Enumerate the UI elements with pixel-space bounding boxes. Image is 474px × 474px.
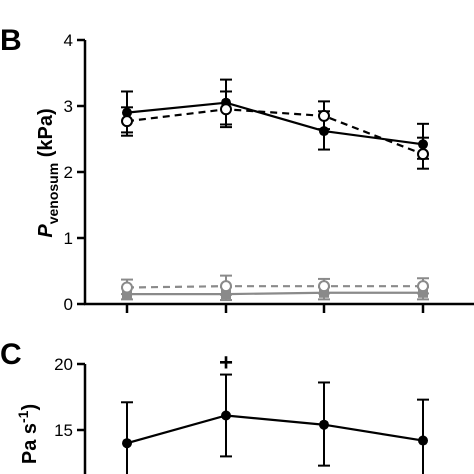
b-series-1 <box>121 90 429 170</box>
b-series-1-line <box>126 108 424 156</box>
y-axis-label-b: Pvenosum (kPa) <box>35 108 61 237</box>
b-series-1-point-0 <box>121 115 133 128</box>
b-ytick-label-2: 2 <box>64 163 73 182</box>
b-ytick-label-0: 0 <box>64 295 73 314</box>
b-series-3-point-3 <box>417 280 429 293</box>
b-series-0 <box>121 78 429 160</box>
b-series-3 <box>121 274 429 296</box>
c-series-0-point-2 <box>319 419 329 430</box>
series-group-c <box>121 373 429 474</box>
b-series-2-line <box>127 291 423 296</box>
y-axis-label-c: Pa s-1) <box>15 404 41 464</box>
b-series-2 <box>121 285 429 302</box>
panel-b: B Pvenosum (kPa) 0 1 2 3 4 <box>0 24 474 314</box>
y-axis-label-c-close: ) <box>19 404 41 411</box>
y-axis-label-symbol: P <box>35 224 57 238</box>
b-series-3-line <box>126 285 423 289</box>
x-ticks-b <box>125 304 425 313</box>
c-series-0-line <box>126 414 424 445</box>
panel-label-c: C <box>0 338 22 371</box>
b-ytick-label-3: 3 <box>64 97 73 116</box>
c-series-0 <box>121 373 429 474</box>
b-series-1-point-1 <box>220 103 232 116</box>
c-series-0-point-1 <box>221 410 231 421</box>
b-ytick-label-4: 4 <box>64 31 73 50</box>
b-series-1-point-3 <box>417 148 429 161</box>
c-ytick-label-0: 15 <box>54 421 73 440</box>
y-axis-label-unit: (kPa) <box>35 108 57 162</box>
c-series-0-point-3 <box>418 435 428 446</box>
b-series-0-line <box>126 101 424 146</box>
y-axis-label-subscript: venosum <box>45 163 61 224</box>
b-series-3-point-0 <box>121 281 133 294</box>
c-series-0-point-0 <box>122 438 132 449</box>
series-group-b <box>121 78 429 302</box>
significance-annotation: + <box>219 350 233 377</box>
b-series-1-point-2 <box>318 109 330 122</box>
b-series-3-point-2 <box>318 280 330 293</box>
y-ticks-b: 0 1 2 3 4 <box>64 31 85 314</box>
b-series-3-point-1 <box>220 280 232 293</box>
b-ytick-label-1: 1 <box>64 229 73 248</box>
panel-label-b: B <box>0 24 22 57</box>
y-axis-label-c-superscript: -1 <box>15 410 31 423</box>
c-ytick-label-1: 20 <box>54 355 73 374</box>
y-axis-label-c-text: Pa s <box>19 423 41 464</box>
